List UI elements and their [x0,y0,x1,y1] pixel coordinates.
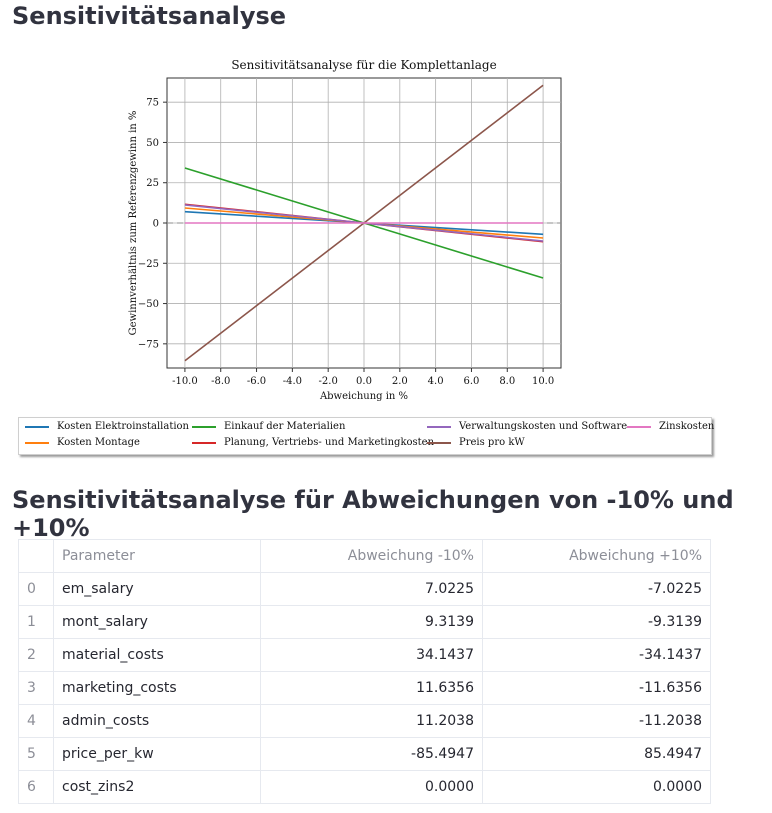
legend-item: Preis pro kW [427,437,525,448]
legend-label: Zinskosten [659,421,715,432]
deviation-plus-cell: -7.0225 [482,572,711,606]
column-header-index [18,539,54,573]
table-row: 0 em_salary 7.0225 -7.0225 [18,572,711,606]
legend-swatch [427,425,451,428]
legend-swatch [192,441,216,444]
sensitivity-chart: Sensitivitätsanalyse für die Komplettanl… [128,58,562,402]
legend-label: Planung, Vertriebs- und Marketingkosten [224,437,435,448]
parameter-cell: price_per_kw [53,737,261,771]
x-tick-label: 4.0 [428,376,444,387]
y-tick-label: 25 [146,178,159,189]
x-tick-label: -6.0 [247,376,266,387]
table-row: 3 marketing_costs 11.6356 -11.6356 [18,671,711,705]
deviation-plus-cell: 0.0000 [482,770,711,804]
row-index: 5 [18,737,54,771]
table-row: 6 cost_zins2 0.0000 0.0000 [18,770,711,804]
x-tick-label: -4.0 [283,376,302,387]
y-axis-label: Gewinnverhältnis zum Referenzgewinn in % [128,111,139,336]
deviation-minus-cell: 34.1437 [260,638,483,672]
row-index: 4 [18,704,54,738]
column-header-minus10: Abweichung -10% [260,539,483,573]
deviation-minus-cell: -85.4947 [260,737,483,771]
table-row: 5 price_per_kw -85.4947 85.4947 [18,737,711,771]
page-heading: Sensitivitätsanalyse [12,2,287,30]
deviation-plus-cell: 85.4947 [482,737,711,771]
deviation-plus-cell: -34.1437 [482,638,711,672]
legend-label: Einkauf der Materialien [224,421,346,432]
x-tick-label: 6.0 [464,376,480,387]
deviation-plus-cell: -11.6356 [482,671,711,705]
chart-series [167,84,561,362]
x-tick-label: -10.0 [172,376,198,387]
chart-legend: Kosten Elektroinstallation Kosten Montage… [18,417,714,455]
x-tick-label: 10.0 [532,376,554,387]
table-row: 2 material_costs 34.1437 -34.1437 [18,638,711,672]
deviation-minus-cell: 11.6356 [260,671,483,705]
table-heading: Sensitivitätsanalyse für Abweichungen vo… [12,486,734,542]
deviation-minus-cell: 7.0225 [260,572,483,606]
column-header-plus10: Abweichung +10% [482,539,711,573]
x-tick-label: -8.0 [211,376,230,387]
y-tick-label: −25 [138,259,159,270]
x-axis-label: Abweichung in % [319,391,408,402]
legend-item: Planung, Vertriebs- und Marketingkosten [192,437,434,448]
parameter-cell: mont_salary [53,605,261,639]
deviation-plus-cell: -9.3139 [482,605,711,639]
chart-title: Sensitivitätsanalyse für die Komplettanl… [231,58,496,72]
legend-item: Zinskosten [627,421,714,432]
row-index: 1 [18,605,54,639]
legend-swatch [25,441,49,444]
y-tick-label: −75 [138,339,159,350]
x-tick-label: 8.0 [499,376,515,387]
row-index: 2 [18,638,54,672]
legend-swatch [25,425,49,428]
y-tick-label: 50 [146,138,159,149]
legend-label: Kosten Elektroinstallation [57,421,189,432]
deviation-plus-cell: -11.2038 [482,704,711,738]
y-tick-label: −50 [138,299,159,310]
row-index: 0 [18,572,54,606]
parameter-cell: material_costs [53,638,261,672]
deviation-minus-cell: 11.2038 [260,704,483,738]
legend-label: Verwaltungskosten und Software [459,421,628,432]
row-index: 6 [18,770,54,804]
parameter-cell: em_salary [53,572,261,606]
y-tick-label: 0 [153,219,159,230]
chart-ticks: -10.0 -8.0 -6.0 -4.0 -2.0 0.0 2.0 4.0 6.0 8.0 10.0… [138,98,554,387]
legend-label: Preis pro kW [459,437,525,448]
column-header-parameter: Parameter [53,539,261,573]
legend-item: Kosten Montage [25,437,140,448]
deviation-minus-cell: 0.0000 [260,770,483,804]
legend-item: Kosten Elektroinstallation [25,421,189,432]
table-row: 1 mont_salary 9.3139 -9.3139 [18,605,711,639]
row-index: 3 [18,671,54,705]
table-header-row: Parameter Abweichung -10% Abweichung +10… [18,539,711,573]
parameter-cell: cost_zins2 [53,770,261,804]
parameter-cell: admin_costs [53,704,261,738]
legend-item: Verwaltungskosten und Software [427,421,627,432]
table-row: 4 admin_costs 11.2038 -11.2038 [18,704,711,738]
x-tick-label: 0.0 [356,376,372,387]
legend-swatch [427,441,451,444]
legend-swatch [627,425,651,428]
legend-swatch [192,425,216,428]
y-tick-label: 75 [146,98,159,109]
sensitivity-table: Parameter Abweichung -10% Abweichung +10… [18,539,711,804]
legend-item: Einkauf der Materialien [192,421,345,432]
x-tick-label: 2.0 [392,376,408,387]
legend-label: Kosten Montage [57,437,140,448]
deviation-minus-cell: 9.3139 [260,605,483,639]
parameter-cell: marketing_costs [53,671,261,705]
x-tick-label: -2.0 [319,376,338,387]
